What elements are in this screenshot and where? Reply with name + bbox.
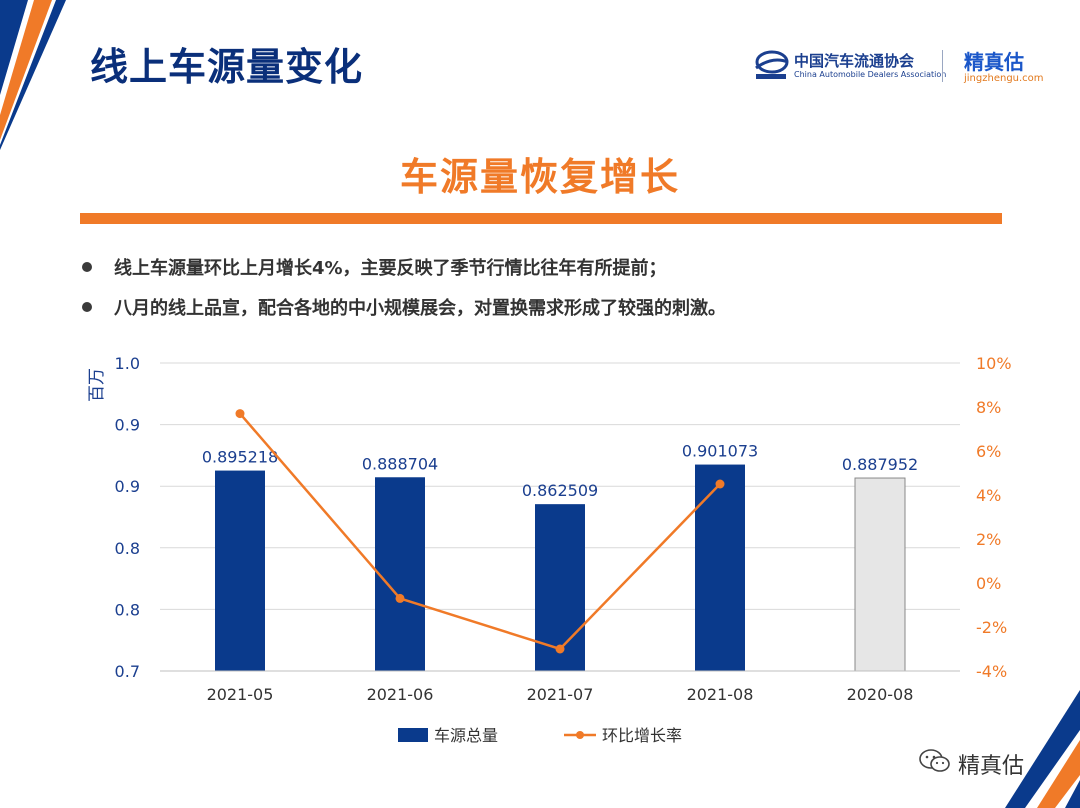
left-tick-label: 0.7	[115, 662, 140, 681]
x-tick-label: 2021-06	[367, 685, 434, 704]
wechat-icon	[919, 749, 950, 772]
jzg-logo-en: jingzhengu.com	[964, 73, 1044, 84]
right-tick-label: 6%	[976, 442, 1001, 461]
bullet-dot	[82, 302, 92, 312]
right-tick-label: 4%	[976, 486, 1001, 505]
growth-rate-point	[715, 479, 725, 489]
bullet-text-1: 线上车源量环比上月增长4%，主要反映了季节行情比往年有所提前；	[114, 258, 667, 279]
bar-data-label: 0.888704	[362, 454, 438, 473]
logo-divider	[942, 50, 943, 82]
growth-rate-point	[395, 593, 405, 603]
section-subtitle: 车源量恢复增长	[399, 155, 680, 199]
growth-rate-line	[239, 412, 721, 651]
left-tick-label: 0.8	[115, 539, 140, 558]
left-tick-label: 0.8	[115, 600, 140, 619]
bullet-text-2: 八月的线上品宣，配合各地的中小规模展会，对置换需求形成了较强的刺激。	[114, 298, 726, 319]
bar-data-label: 0.895218	[202, 448, 278, 467]
left-tick-label: 1.0	[115, 354, 140, 373]
top-left-corner-stripes	[0, 0, 66, 150]
bar-data-label: 0.901073	[682, 442, 758, 461]
right-tick-label: 8%	[976, 398, 1001, 417]
bar	[215, 470, 265, 671]
orange-divider-bar	[80, 213, 1002, 224]
bar	[375, 477, 425, 671]
growth-rate-point	[555, 644, 565, 654]
page-title: 线上车源量变化	[90, 45, 364, 89]
legend-swatch-bar	[398, 728, 428, 742]
footer-account-name: 精真估	[958, 754, 1025, 779]
bullet-dot	[82, 262, 92, 272]
x-tick-label: 2021-08	[687, 685, 754, 704]
legend-label-bar: 车源总量	[434, 726, 498, 745]
cada-logo-icon	[755, 50, 789, 79]
growth-rate-point	[235, 409, 245, 419]
x-tick-label: 2021-07	[527, 685, 594, 704]
cada-logo-cn: 中国汽车流通协会	[794, 52, 915, 70]
bullet-item-1: 线上车源量环比上月增长4%，主要反映了季节行情比往年有所提前；	[82, 254, 667, 280]
bottom-right-corner-stripes	[1005, 690, 1080, 808]
y-axis-label: 百万	[87, 368, 107, 402]
cada-logo-en: China Automobile Dealers Association	[794, 70, 947, 79]
right-tick-label: -2%	[976, 618, 1007, 637]
footer-account: 精真估	[958, 748, 1024, 780]
bullet-item-2: 八月的线上品宣，配合各地的中小规模展会，对置换需求形成了较强的刺激。	[82, 294, 726, 320]
jzg-logo-cn: 精真估	[964, 50, 1024, 74]
bar-data-label: 0.887952	[842, 455, 918, 474]
legend-swatch-dot	[576, 731, 584, 739]
right-tick-label: 0%	[976, 574, 1001, 593]
bar	[695, 464, 745, 671]
x-tick-label: 2021-05	[207, 685, 274, 704]
bar	[854, 477, 906, 672]
right-tick-label: -4%	[976, 662, 1007, 681]
right-tick-label: 2%	[976, 530, 1001, 549]
left-tick-label: 0.9	[115, 416, 140, 435]
bar-data-label: 0.862509	[522, 481, 598, 500]
right-tick-label: 10%	[976, 354, 1012, 373]
legend-label-line: 环比增长率	[602, 726, 682, 745]
x-tick-label: 2020-08	[847, 685, 914, 704]
left-tick-label: 0.9	[115, 477, 140, 496]
